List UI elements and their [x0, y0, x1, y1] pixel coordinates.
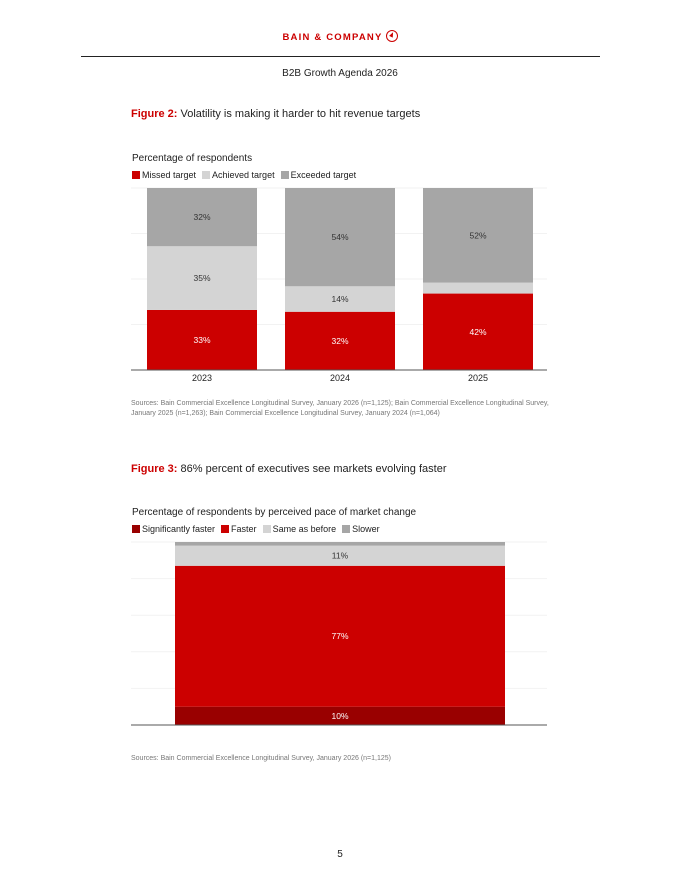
figure-3-legend-item: Significantly faster	[132, 524, 215, 534]
figure-3-legend-item: Same as before	[262, 524, 337, 534]
company-logo: BAIN & COMPANY	[0, 30, 680, 43]
bar-segment	[175, 706, 505, 725]
figure-3-legend-swatch	[132, 525, 140, 533]
data-label: 11%	[332, 551, 349, 561]
figure-3-legend-label: Slower	[352, 524, 380, 534]
figure-2-legend-label: Achieved target	[212, 170, 275, 180]
figure-2-legend-label: Missed target	[142, 170, 197, 180]
figure-2-legend-swatch	[132, 171, 140, 179]
figure-3-legend: Significantly faster Faster Same as before…	[132, 524, 382, 534]
figure-2-legend-item: Exceeded target	[280, 170, 357, 180]
data-label: 54%	[331, 232, 348, 242]
data-label: 52%	[469, 230, 486, 240]
bar-segment	[423, 188, 533, 283]
bar-segment	[147, 188, 257, 247]
figure-3-legend-swatch	[342, 525, 351, 533]
document-title: B2B Growth Agenda 2026	[282, 68, 398, 79]
x-tick-label: 2024	[330, 373, 350, 383]
page-number: 5	[337, 849, 343, 860]
figure-3-caption: 86% percent of executives see markets ev…	[180, 463, 447, 475]
figure-2-legend-item: Missed target	[132, 170, 196, 180]
data-label: 32%	[331, 336, 348, 346]
figure-2-caption: Volatility is making it harder to hit re…	[180, 108, 421, 120]
figure-2-legend-swatch	[280, 171, 289, 179]
bar-segment	[175, 542, 505, 546]
bar-segment	[147, 309, 257, 370]
figure-3-legend-swatch	[221, 525, 230, 533]
figure-2-title: Figure 2: Volatility is making it harder…	[131, 108, 420, 120]
bar-segment	[175, 565, 505, 707]
figure-3-sources: Sources: Bain Commercial Excellence Long…	[131, 755, 391, 762]
figure-2-legend: Missed target Achieved target Exceeded tar…	[132, 170, 358, 180]
figure-2-legend-label: Exceeded target	[290, 170, 357, 180]
figure-3-legend-item: Slower	[342, 524, 380, 534]
bar-segment	[285, 188, 395, 287]
compass-icon	[385, 30, 398, 42]
figure-3-title: Figure 3: 86% percent of executives see …	[131, 463, 446, 475]
figure-3-subtitle: Percentage of respondents by perceived p…	[132, 507, 417, 518]
data-label: 14%	[331, 294, 348, 304]
bar-segment	[423, 293, 533, 370]
bar-segment	[175, 545, 505, 566]
figure-2-subtitle: Percentage of respondents	[132, 153, 253, 164]
figure-3-chart: 10% 77% 11%	[131, 541, 547, 726]
data-label: 33%	[193, 335, 210, 345]
figure-3-legend-label: Significantly faster	[142, 524, 216, 534]
brand-name: BAIN & COMPANY	[282, 32, 383, 43]
data-label: 32%	[193, 212, 210, 222]
figure-3-legend-label: Faster	[231, 524, 257, 534]
x-tick-label: 2023	[192, 373, 212, 383]
bar-segment	[285, 286, 395, 312]
x-tick-label: 2025	[468, 373, 488, 383]
bar-segment	[147, 246, 257, 310]
figure-2-number: Figure 2:	[131, 108, 178, 120]
bar-segment	[423, 282, 533, 294]
figure-3-legend-item: Faster	[221, 524, 257, 534]
figure-3-legend-label: Same as before	[272, 524, 337, 534]
figure-2-sources: Sources: Bain Commercial Excellence Long…	[131, 400, 549, 417]
data-label: 77%	[331, 631, 348, 641]
bar-segment	[285, 311, 395, 370]
figure-3-legend-swatch	[262, 525, 271, 533]
figure-2-legend-swatch	[202, 171, 211, 179]
data-label: 35%	[193, 273, 210, 283]
data-label: 10%	[331, 711, 348, 721]
data-label: 42%	[469, 327, 486, 337]
figure-3-number: Figure 3:	[131, 463, 178, 475]
figure-2-legend-item: Achieved target	[202, 170, 275, 180]
header-divider	[81, 56, 600, 57]
